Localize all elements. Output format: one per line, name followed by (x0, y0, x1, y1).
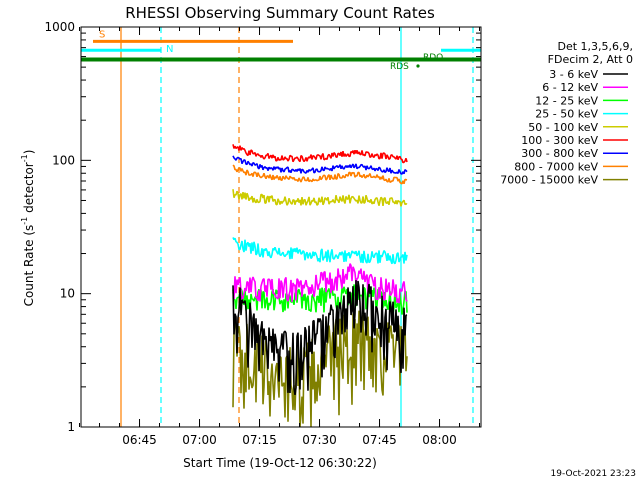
n-label: N (166, 44, 173, 55)
legend-label-1: 6 - 12 keV (542, 81, 598, 94)
x-tick-label-5: 08:00 (422, 433, 457, 447)
series-line-0 (232, 280, 408, 396)
y-axis-label: Count Rate (s-1 detector-1) (20, 150, 36, 307)
y-tick-label-2: 100 (52, 153, 75, 167)
y-tick-label-0: 1 (67, 420, 75, 434)
plot-content (81, 27, 481, 427)
series-line-1 (232, 263, 408, 304)
legend-label-6: 300 - 800 keV (521, 147, 598, 160)
legend-header-line-2: FDecim 2, Att 0 (548, 53, 633, 66)
svg-text:Count Rate (s-1 detector-1): Count Rate (s-1 detector-1) (20, 150, 36, 307)
series-line-4 (232, 189, 408, 207)
rds-marker-point (416, 64, 420, 68)
legend-label-2: 12 - 25 keV (535, 94, 598, 107)
legend: Det 1,3,5,6,9, FDecim 2, Att 0 3 - 6 keV… (500, 40, 633, 187)
x-axis-label: Start Time (19-Oct-12 06:30:22) (183, 456, 377, 470)
y-tick-label-1: 10 (60, 287, 75, 301)
x-tick-label-4: 07:45 (362, 433, 397, 447)
rdo-label: RDO (423, 53, 443, 63)
plot-area: S N RDO RDS (81, 27, 481, 427)
x-tick-label-1: 07:00 (182, 433, 217, 447)
s-label: S (99, 29, 105, 40)
rds-label: RDS (390, 62, 409, 72)
legend-label-0: 3 - 6 keV (549, 68, 598, 81)
series-line-6 (232, 155, 408, 175)
series-line-7 (232, 164, 408, 185)
legend-label-4: 50 - 100 keV (528, 121, 598, 134)
legend-label-5: 100 - 300 keV (521, 134, 598, 147)
x-tick-label-0: 06:45 (122, 433, 157, 447)
footer-date: 19-Oct-2021 23:23 (551, 469, 636, 479)
plot-frame (80, 26, 482, 428)
legend-label-7: 800 - 7000 keV (514, 160, 598, 173)
x-tick-label-3: 07:30 (302, 433, 337, 447)
series-line-3 (232, 237, 408, 265)
y-tick-label-3: 1000 (44, 20, 75, 34)
axes: 06:45 07:00 07:15 07:30 07:45 08:00 1 10 100 1000 (44, 20, 482, 447)
chart-title: RHESSI Observing Summary Count Rates (125, 4, 435, 22)
legend-label-8: 7000 - 15000 keV (500, 174, 598, 187)
legend-label-3: 25 - 50 keV (535, 108, 598, 121)
legend-header-line-1: Det 1,3,5,6,9, (557, 40, 633, 53)
x-tick-label-2: 07:15 (242, 433, 277, 447)
series-line-5 (232, 144, 408, 164)
